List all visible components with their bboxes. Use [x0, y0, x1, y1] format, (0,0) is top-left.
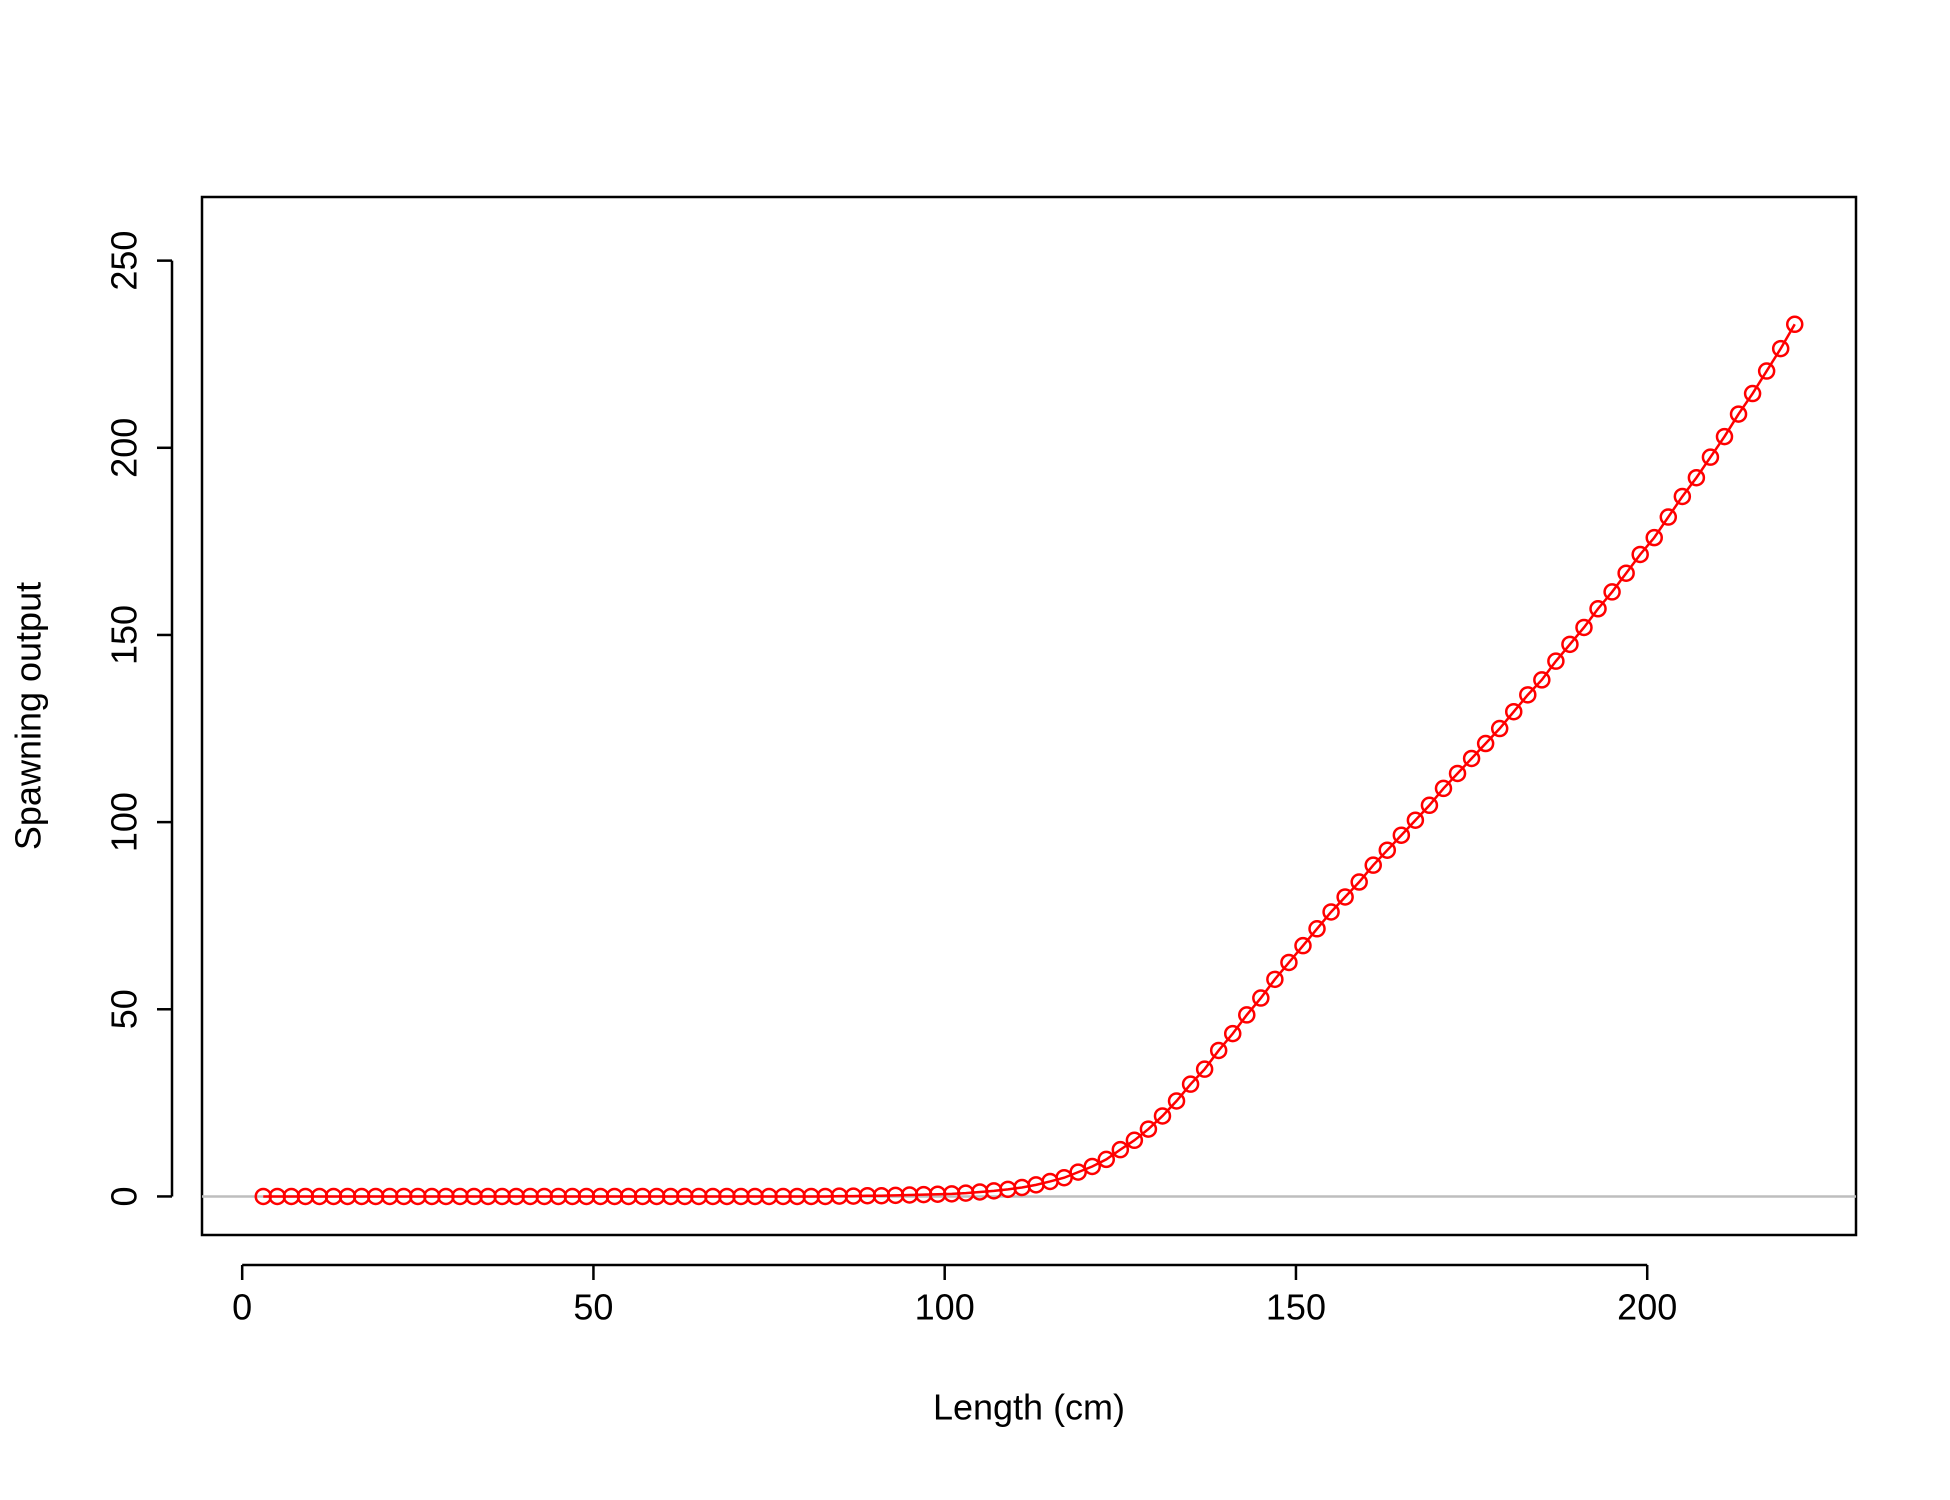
point — [1631, 545, 1649, 564]
point — [1771, 339, 1790, 358]
point — [1280, 953, 1298, 972]
point — [1519, 686, 1537, 704]
point — [1743, 384, 1762, 403]
point — [1223, 1024, 1242, 1043]
point — [1097, 1150, 1116, 1169]
point — [1153, 1107, 1172, 1125]
point — [1125, 1131, 1144, 1150]
point — [1083, 1157, 1101, 1176]
x-tick-label: 150 — [1266, 1287, 1326, 1328]
point — [1139, 1120, 1158, 1138]
point — [1645, 528, 1663, 547]
point — [1111, 1140, 1130, 1159]
x-axis-title: Length (cm) — [933, 1387, 1125, 1428]
point — [1336, 888, 1354, 906]
y-tick-label: 0 — [104, 1186, 145, 1206]
point — [1420, 796, 1439, 815]
point — [1350, 873, 1368, 891]
point — [1673, 487, 1692, 506]
point — [1322, 903, 1340, 921]
point — [1209, 1041, 1228, 1060]
plot-frame — [200, 195, 1858, 1237]
y-tick-label: 50 — [104, 989, 145, 1029]
point — [1266, 970, 1284, 989]
y-tick-label: 150 — [104, 605, 145, 665]
point — [1617, 564, 1635, 582]
point — [1406, 811, 1425, 829]
y-axis-title: Spawning output — [8, 582, 49, 850]
point — [1308, 920, 1326, 938]
point — [1504, 702, 1523, 721]
point — [1589, 600, 1607, 618]
point — [1364, 856, 1382, 874]
x-tick-label: 50 — [573, 1287, 613, 1328]
point — [1547, 652, 1565, 670]
point — [1252, 989, 1270, 1007]
point — [1561, 635, 1579, 654]
point — [1167, 1092, 1186, 1110]
y-tick-label: 250 — [104, 231, 145, 291]
point — [1434, 779, 1453, 798]
x-tick-label: 0 — [232, 1287, 252, 1328]
series-line — [263, 323, 1796, 1198]
point — [1757, 362, 1776, 380]
point — [1533, 671, 1551, 689]
point — [1238, 1006, 1256, 1024]
point — [1448, 764, 1467, 783]
point — [1785, 315, 1804, 334]
point — [1701, 448, 1720, 466]
point — [1195, 1060, 1214, 1078]
point — [1181, 1075, 1200, 1093]
point — [1462, 749, 1481, 768]
point — [1603, 583, 1621, 601]
point — [1378, 841, 1397, 859]
y-tick-label: 100 — [104, 792, 145, 852]
point — [1659, 508, 1678, 526]
point — [1575, 618, 1593, 637]
y-tick-label: 200 — [104, 418, 145, 478]
point — [1715, 427, 1734, 446]
x-tick-label: 200 — [1617, 1287, 1677, 1328]
point — [1294, 936, 1312, 955]
point — [1729, 405, 1748, 423]
x-tick-label: 100 — [915, 1287, 975, 1328]
point — [1687, 468, 1706, 487]
point — [1392, 826, 1411, 844]
point — [1476, 734, 1495, 753]
point — [1490, 719, 1509, 738]
